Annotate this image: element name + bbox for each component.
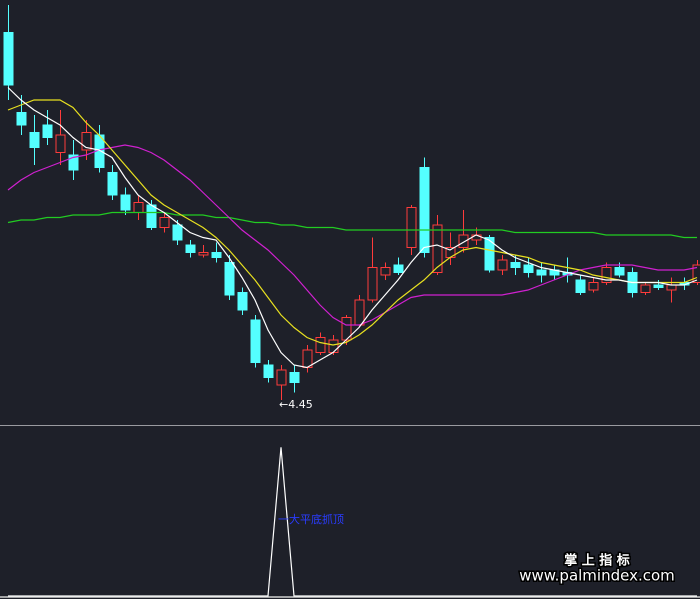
candle-body	[250, 319, 261, 363]
candle-body	[29, 132, 40, 148]
candle-body	[536, 269, 547, 276]
candle-body	[263, 364, 274, 378]
candle-body	[601, 267, 612, 283]
candle-body	[68, 154, 79, 171]
candle-body	[367, 267, 378, 301]
candle-body	[523, 264, 534, 273]
price-panel: ←4.45	[3, 5, 700, 411]
watermark-url: www.palmindex.com	[519, 567, 675, 585]
candle-body	[55, 134, 66, 153]
candle-body	[172, 224, 183, 241]
candle-body	[354, 299, 365, 326]
candle-body	[185, 244, 196, 253]
candle-body	[3, 32, 14, 86]
candle-body	[146, 204, 157, 228]
indicator-panel: 一大平底抓顶	[8, 447, 697, 597]
candle-body	[211, 252, 222, 258]
candle-body	[653, 284, 664, 288]
candle-body	[666, 284, 677, 291]
candle-body	[315, 337, 326, 353]
candle-body	[419, 167, 430, 253]
indicator-line	[8, 447, 697, 597]
indicator-line	[7, 99, 698, 346]
candle-body	[276, 369, 287, 386]
candle-body	[497, 259, 508, 271]
candle-body	[510, 262, 521, 268]
candle-body	[380, 267, 391, 276]
candle-body	[432, 224, 443, 273]
candle-body	[133, 202, 144, 213]
candle-body	[614, 267, 625, 276]
candle-body	[328, 339, 339, 353]
candle-body	[406, 207, 417, 248]
candle-body	[224, 262, 235, 296]
candle-body	[575, 279, 586, 293]
watermark-title: 掌 上 指 标	[564, 553, 630, 569]
signal-annotation: 一大平底抓顶	[278, 512, 344, 526]
candle-body	[640, 284, 651, 293]
candle-body	[237, 292, 248, 311]
low-annotation: ←4.45	[279, 398, 313, 411]
candle-body	[289, 372, 300, 383]
candle-body	[107, 172, 118, 196]
candle-body	[42, 124, 53, 138]
candle-body	[159, 217, 170, 228]
candle-body	[81, 132, 92, 151]
indicator-line	[7, 211, 697, 239]
indicator-line	[7, 144, 698, 326]
candle-body	[120, 194, 131, 211]
indicator-line	[7, 87, 698, 369]
candle-body	[393, 264, 404, 273]
candle-body	[16, 112, 27, 126]
candle-body	[458, 234, 469, 248]
candle-body	[198, 252, 209, 256]
candle-body	[484, 237, 495, 271]
candle-body	[588, 282, 599, 291]
candle-body	[692, 264, 700, 283]
